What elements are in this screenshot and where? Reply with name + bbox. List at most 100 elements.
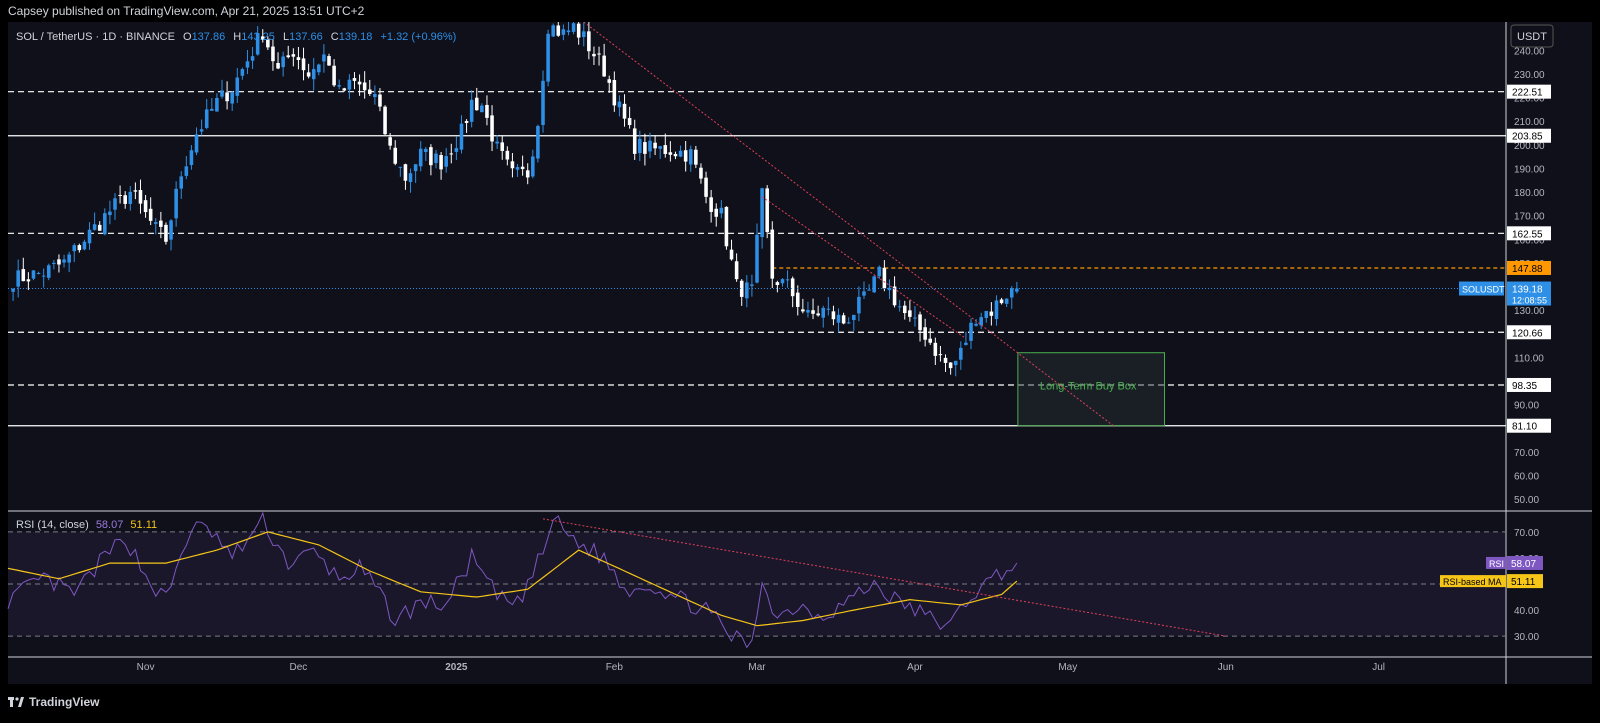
candle-body [862, 291, 866, 296]
level-tag-label: 222.51 [1512, 88, 1543, 99]
candle-body [760, 188, 764, 238]
candle-body [745, 282, 749, 299]
candle-body [581, 31, 586, 38]
candle-body [449, 153, 454, 155]
candle-body [846, 322, 851, 324]
candle-body [210, 108, 214, 111]
legend: SOL / TetherUS · 1D · BINANCE O137.86 H1… [16, 31, 456, 43]
rsi-ma-line [7, 531, 1018, 627]
candle-body [566, 30, 571, 33]
candle-body [668, 152, 673, 155]
legend-symbol: SOL / TetherUS · 1D · BINANCE [16, 31, 175, 43]
legend-high-value: 143.25 [241, 31, 275, 43]
legend-low-value: 137.66 [289, 31, 323, 43]
candle-body [301, 58, 306, 71]
footer: TradingView [0, 684, 1600, 723]
legend-open-label: O [183, 31, 192, 43]
candle-body [459, 123, 464, 150]
candle-body [148, 208, 153, 221]
candle-body [388, 137, 392, 146]
candle-body [694, 149, 698, 165]
candle-body [82, 241, 87, 250]
currency-button[interactable]: USDT [1510, 24, 1554, 48]
candle-body [964, 342, 968, 345]
candle-body [41, 275, 46, 277]
candle-body [688, 149, 693, 165]
candle-body [923, 327, 927, 340]
price-tick-label: 60.00 [1514, 472, 1539, 483]
candle-body [948, 362, 953, 369]
price-tick-label: 70.00 [1514, 448, 1539, 459]
rsi-trendline [542, 518, 1226, 637]
candle-body [750, 284, 754, 286]
candle-body [627, 118, 632, 126]
price-tick-label: 230.00 [1514, 70, 1545, 81]
left-margin [0, 22, 8, 684]
candle-body [123, 195, 127, 204]
candle-body [755, 234, 759, 283]
legend-change: +1.32 (+0.96%) [380, 31, 456, 43]
candle-body [159, 220, 163, 227]
candle-body [999, 299, 1004, 304]
candle-body [103, 213, 107, 235]
price-tick-label: 180.00 [1514, 188, 1545, 199]
tradingview-logo-icon [8, 697, 24, 707]
time-tick-label: Jun [1218, 662, 1234, 673]
level-tag [1507, 128, 1551, 143]
buy-box [1017, 352, 1166, 427]
candle-body [204, 109, 209, 128]
price-trendline [761, 196, 967, 339]
tradingview-logo[interactable]: TradingView [8, 695, 99, 709]
candle-body [164, 224, 168, 242]
candle-body [678, 150, 683, 157]
chart-canvas[interactable]: Long-Term Buy Box 240.00 230.00 220.00 210.… [0, 22, 1600, 706]
level-tag-label: 98.35 [1512, 381, 1537, 392]
candle-body [556, 25, 561, 36]
candle-body [347, 79, 352, 90]
candle-body [561, 29, 566, 35]
candle-body [515, 167, 520, 170]
candle-body [607, 79, 612, 83]
time-tick-label: Apr [907, 662, 923, 673]
candle-body [892, 286, 897, 306]
candle-body [418, 148, 423, 167]
legend-low-label: L [283, 31, 289, 43]
candle-body [897, 306, 902, 308]
candle-body [21, 269, 26, 282]
price-tick-label: 210.00 [1514, 117, 1545, 128]
current-price-label: 139.18 [1512, 285, 1543, 296]
candle-body [770, 229, 775, 279]
candle-body [403, 164, 408, 181]
candle-body [811, 310, 815, 314]
candle-body [11, 288, 15, 292]
candle-body [383, 106, 387, 135]
candle-body [434, 153, 438, 163]
candle-body [704, 177, 708, 197]
candle-body [902, 305, 907, 314]
candle-body [118, 195, 122, 197]
candle-body [724, 206, 729, 247]
candle-body [485, 104, 489, 118]
candle-body [337, 85, 341, 87]
candle-body [189, 150, 194, 166]
candle-body [739, 280, 744, 297]
price-tick-label: 50.00 [1514, 495, 1539, 506]
level-tag [1507, 325, 1551, 340]
candle-body [113, 198, 117, 210]
candle-body [658, 146, 662, 149]
candle-body [245, 61, 250, 68]
rsi-legend-ma-value: 51.11 [130, 519, 157, 531]
legend-open-value: 137.86 [192, 31, 226, 43]
candle-body [541, 80, 545, 126]
candle-body [984, 310, 989, 318]
candle-body [311, 69, 316, 80]
publisher-bar: Capsey published on TradingView.com, Apr… [0, 0, 1600, 22]
candle-body [852, 314, 856, 321]
candle-body [408, 173, 413, 183]
rsi-ma-value-tag [1507, 574, 1543, 589]
level-tag-label: 147.88 [1512, 264, 1543, 275]
price-tick-label: 220.00 [1514, 94, 1545, 105]
candle-body [673, 153, 678, 157]
candle-body [474, 97, 479, 111]
candle-body [281, 56, 285, 68]
